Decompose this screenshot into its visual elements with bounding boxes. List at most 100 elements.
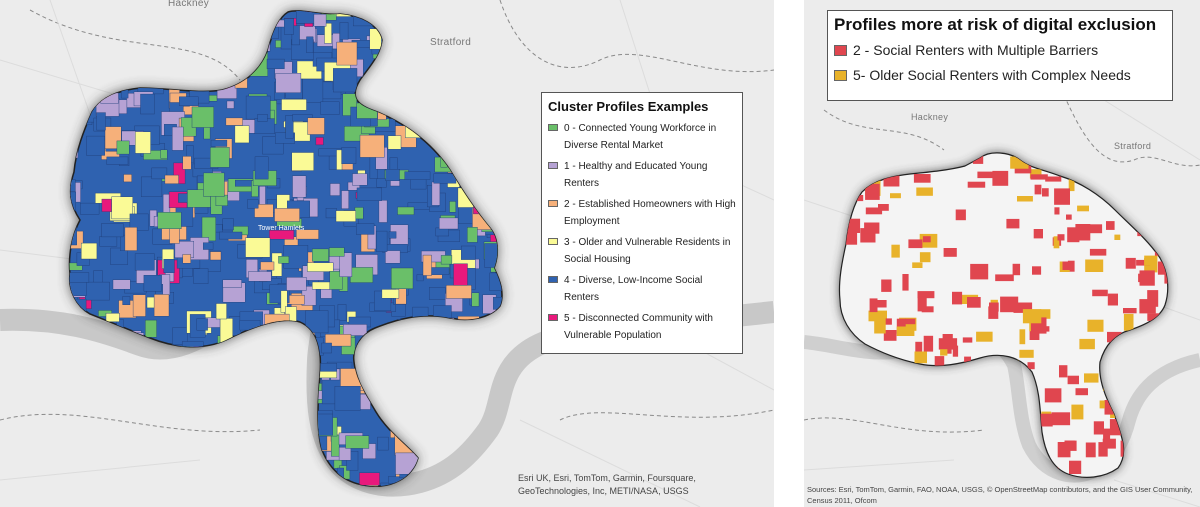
cluster-patch (461, 13, 481, 28)
cluster-patch (247, 397, 273, 419)
cluster-patch (404, 171, 431, 180)
exclusion-patch (865, 207, 883, 215)
legend-item: 5 - Disconnected Community with Vulnerab… (548, 310, 736, 344)
cluster-patch (134, 59, 153, 75)
cluster-patch (491, 27, 503, 40)
exclusion-patch (877, 388, 886, 405)
cluster-map-canvas[interactable] (0, 0, 774, 507)
exclusion-patch (1057, 234, 1065, 241)
exclusion-patch (1123, 308, 1137, 314)
exclusion-patch (1106, 221, 1115, 230)
cluster-patch (127, 491, 145, 507)
exclusion-patch (1114, 234, 1121, 240)
cluster-patch (190, 417, 209, 425)
cluster-patch (222, 218, 234, 231)
cluster-patch (259, 185, 266, 207)
cluster-patch (458, 418, 467, 439)
cluster-patch (388, 231, 397, 239)
exclusion-patch (917, 296, 927, 312)
cluster-patch (382, 49, 404, 71)
cluster-patch (187, 404, 205, 413)
exclusion-patch (1045, 176, 1062, 182)
cluster-patch (111, 406, 123, 426)
cluster-patch (481, 22, 490, 38)
cluster-patch (218, 231, 243, 240)
cluster-patch (329, 247, 345, 257)
cluster-patch (292, 175, 307, 198)
cluster-patch (343, 324, 368, 336)
exclusion-patch (1077, 205, 1089, 212)
cluster-patch (489, 112, 503, 120)
exclusion-patch (1163, 316, 1168, 332)
cluster-patch (334, 386, 361, 411)
exclusion-patch (1031, 321, 1039, 333)
cluster-patch (456, 319, 479, 328)
cluster-patch (160, 407, 182, 425)
cluster-patch (483, 59, 503, 70)
exclusion-patch (905, 318, 916, 325)
cluster-patch (415, 52, 436, 67)
cluster-patch (218, 58, 235, 82)
cluster-patch (208, 45, 229, 67)
cluster-patch (385, 250, 401, 264)
cluster-patch (457, 88, 472, 104)
cluster-patch (453, 347, 468, 362)
cluster-patch (420, 104, 438, 115)
cluster-patch (354, 335, 367, 353)
cluster-patch (129, 213, 149, 231)
cluster-patch (332, 33, 340, 50)
cluster-patch (120, 435, 134, 460)
exclusion-patch (1147, 290, 1159, 307)
cluster-patch (360, 355, 370, 372)
cluster-patch (273, 432, 286, 457)
cluster-patch (132, 294, 146, 317)
cluster-patch (166, 469, 176, 484)
exclusion-patch (1127, 350, 1138, 364)
cluster-patch (478, 35, 491, 52)
cluster-patch (377, 436, 389, 451)
cluster-patch (179, 375, 202, 391)
cluster-patch (501, 445, 503, 464)
cluster-patch (455, 395, 473, 412)
exclusion-patch (1149, 165, 1165, 179)
cluster-patch (132, 38, 143, 57)
cluster-patch (186, 372, 194, 388)
exclusion-patch (869, 298, 878, 313)
exclusion-patch (886, 443, 896, 456)
cluster-patch (246, 12, 265, 35)
exclusion-patch (986, 471, 1001, 478)
exclusion-patch (972, 155, 984, 164)
cluster-patch (246, 10, 263, 31)
cluster-patch (364, 368, 381, 379)
cluster-patch (377, 11, 399, 25)
cluster-patch (220, 476, 238, 487)
cluster-patch (254, 204, 274, 218)
cluster-patch (86, 135, 105, 156)
cluster-patch (473, 195, 484, 215)
cluster-patch (439, 217, 459, 230)
cluster-patch (433, 356, 458, 378)
cluster-patch (239, 339, 256, 362)
cluster-patch (283, 356, 308, 367)
cluster-map-panel[interactable]: Hackney Stratford Tower Hamlets Cluster … (0, 0, 774, 507)
cluster-patch (247, 199, 259, 209)
exclusion-patch (873, 453, 891, 471)
cluster-patch (248, 271, 272, 282)
cluster-patch (254, 156, 269, 180)
cluster-patch (328, 490, 345, 507)
cluster-patch (153, 52, 165, 65)
cluster-patch (433, 173, 457, 184)
exclusion-patch (1042, 188, 1049, 197)
cluster-patch (383, 22, 407, 40)
exclusion-patch (902, 274, 909, 291)
exclusion-map-canvas[interactable] (804, 0, 1200, 507)
exclusion-patch (847, 364, 857, 379)
cluster-patch (225, 117, 243, 126)
cluster-patch (284, 18, 295, 35)
exclusion-patch (1039, 413, 1053, 427)
cluster-patch (236, 474, 258, 485)
cluster-patch (271, 347, 295, 361)
cluster-patch (248, 349, 257, 362)
cluster-patch (498, 29, 503, 39)
exclusion-patch (1032, 266, 1042, 275)
